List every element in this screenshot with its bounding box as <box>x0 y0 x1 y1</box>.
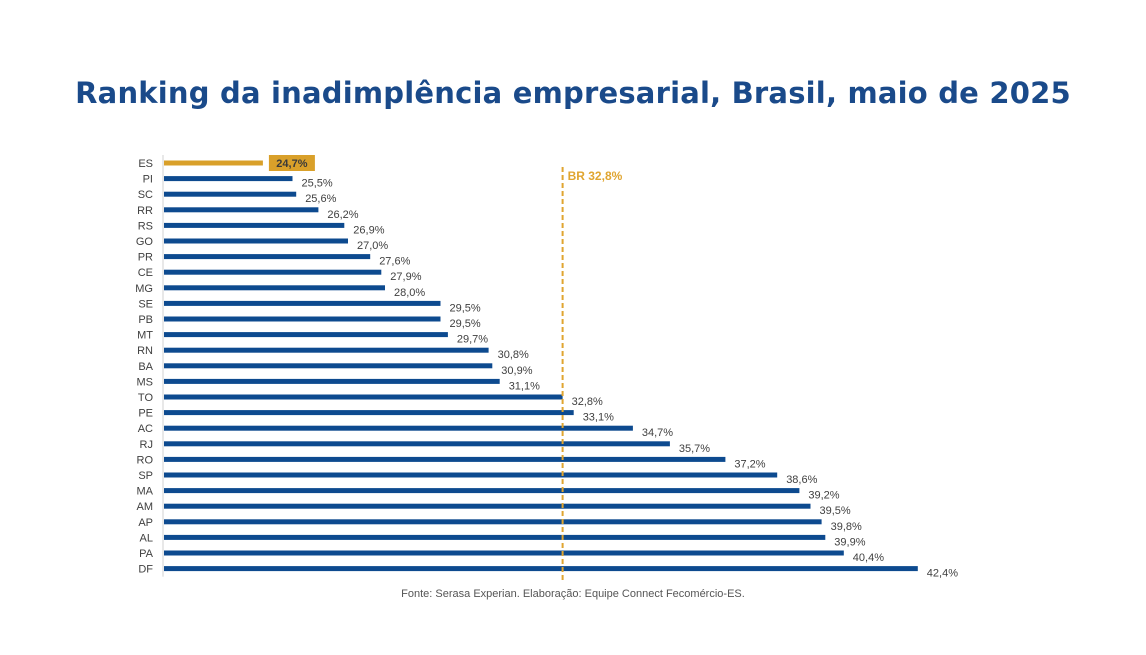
data-label-pi: 25,5% <box>302 178 333 190</box>
category-label-pi: PI <box>143 174 153 186</box>
data-label-am: 39,5% <box>820 505 851 517</box>
bar-ms <box>164 378 500 384</box>
chart-title: Ranking da inadimplência empresarial, Br… <box>75 76 1071 110</box>
data-label-se: 29,5% <box>450 302 481 314</box>
bar-rj <box>164 441 670 447</box>
data-label-rr: 26,2% <box>327 209 358 221</box>
category-label-pr: PR <box>138 252 153 264</box>
category-label-sc: SC <box>138 189 153 201</box>
data-label-mt: 29,7% <box>457 334 488 346</box>
data-label-rj: 35,7% <box>679 443 710 455</box>
category-label-sp: SP <box>138 470 153 482</box>
data-label-rn: 30,8% <box>498 349 529 361</box>
category-label-pe: PE <box>138 408 153 420</box>
category-label-pa: PA <box>139 548 154 560</box>
category-label-rr: RR <box>137 205 153 217</box>
bar-rn <box>164 347 489 353</box>
bar-es <box>164 160 263 166</box>
data-label-pa: 40,4% <box>853 552 884 564</box>
category-label-ms: MS <box>137 376 154 388</box>
data-label-ac: 34,7% <box>642 427 673 439</box>
data-label-go: 27,0% <box>357 240 388 252</box>
category-label-se: SE <box>138 298 153 310</box>
bar-ba <box>164 363 493 369</box>
data-label-df: 42,4% <box>927 568 958 580</box>
data-label-mg: 28,0% <box>394 287 425 299</box>
bar-ma <box>164 488 800 494</box>
data-label-to: 32,8% <box>572 396 603 408</box>
source-note: Fonte: Serasa Experian. Elaboração: Equi… <box>401 588 745 600</box>
bar-ce <box>164 269 382 275</box>
bar-al <box>164 534 826 540</box>
category-label-am: AM <box>137 501 154 513</box>
data-label-pb: 29,5% <box>450 318 481 330</box>
bar-to <box>164 394 563 400</box>
category-label-to: TO <box>138 392 154 404</box>
category-label-go: GO <box>136 236 154 248</box>
category-label-es: ES <box>138 158 153 170</box>
bar-am <box>164 503 811 509</box>
data-label-sp: 38,6% <box>786 474 817 486</box>
bar-rs <box>164 222 345 228</box>
category-label-ce: CE <box>138 267 153 279</box>
category-label-ma: MA <box>137 486 154 498</box>
data-label-ma: 39,2% <box>808 490 839 502</box>
bar-sp <box>164 472 778 478</box>
category-label-ac: AC <box>138 423 153 435</box>
highlight-label-background <box>268 155 315 171</box>
bar-mt <box>164 332 448 338</box>
category-label-rs: RS <box>138 220 153 232</box>
category-label-al: AL <box>140 532 153 544</box>
data-label-sc: 25,6% <box>305 193 336 205</box>
data-label-rs: 26,9% <box>353 224 384 236</box>
category-label-ro: RO <box>137 454 154 466</box>
data-label-pr: 27,6% <box>379 256 410 268</box>
bar-pa <box>164 550 844 556</box>
bar-ro <box>164 456 726 462</box>
category-label-mt: MT <box>137 330 153 342</box>
category-label-df: DF <box>138 564 153 576</box>
category-label-pb: PB <box>138 314 153 326</box>
bar-df <box>164 566 918 572</box>
bar-pb <box>164 316 441 322</box>
category-label-rn: RN <box>137 345 153 357</box>
data-label-ms: 31,1% <box>509 380 540 392</box>
data-label-es: 24,7% <box>276 158 307 170</box>
data-label-pe: 33,1% <box>583 412 614 424</box>
category-label-ba: BA <box>138 361 153 373</box>
bar-se <box>164 300 441 306</box>
bar-pe <box>164 410 574 416</box>
bar-ap <box>164 519 822 525</box>
category-label-ap: AP <box>138 517 153 529</box>
category-label-mg: MG <box>135 283 153 295</box>
data-label-ba: 30,9% <box>501 365 532 377</box>
data-label-ro: 37,2% <box>734 458 765 470</box>
reference-line-label: BR 32,8% <box>568 169 623 183</box>
bar-go <box>164 238 348 244</box>
bar-pr <box>164 254 371 260</box>
data-label-ce: 27,9% <box>390 271 421 283</box>
category-label-rj: RJ <box>140 439 153 451</box>
data-label-ap: 39,8% <box>831 521 862 533</box>
bar-mg <box>164 285 385 291</box>
bar-rr <box>164 207 319 213</box>
bar-pi <box>164 176 293 182</box>
bar-ac <box>164 425 633 431</box>
data-label-al: 39,9% <box>834 536 865 548</box>
bar-sc <box>164 191 297 197</box>
